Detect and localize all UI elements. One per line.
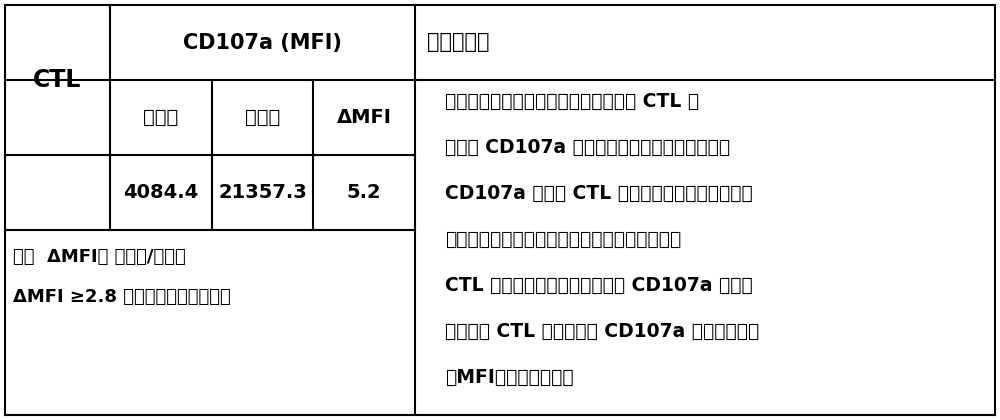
Text: 本实验通过流式细胞术检测送检样品中 CTL 细: 本实验通过流式细胞术检测送检样品中 CTL 细 — [445, 92, 699, 111]
Text: CD107a 分子在 CTL 细胞膜上的增加幅度可反映: CD107a 分子在 CTL 细胞膜上的增加幅度可反映 — [445, 184, 753, 203]
Text: 21357.3: 21357.3 — [218, 183, 307, 202]
Text: 此细胞是否存在脱颗粒功能的缺陷或异常。整个: 此细胞是否存在脱颗粒功能的缺陷或异常。整个 — [445, 230, 681, 249]
Text: ΔMFI: ΔMFI — [337, 108, 392, 127]
Text: （MFI）来表示结果。: （MFI）来表示结果。 — [445, 368, 574, 387]
Text: 因此，在 CTL 细胞中，以 CD107a 平均荧光强度: 因此，在 CTL 细胞中，以 CD107a 平均荧光强度 — [445, 322, 759, 341]
Text: CTL 细胞群体经刺激后均可表达 CD107a 分子，: CTL 细胞群体经刺激后均可表达 CD107a 分子， — [445, 276, 753, 295]
Text: 注：  ΔMFI＝ 刺激后/刺激前: 注： ΔMFI＝ 刺激后/刺激前 — [13, 248, 186, 266]
Text: 刺激后: 刺激后 — [245, 108, 280, 127]
Text: ΔMFI ≥2.8 提示脱颗粒功能正常。: ΔMFI ≥2.8 提示脱颗粒功能正常。 — [13, 288, 231, 306]
Text: 5.2: 5.2 — [347, 183, 381, 202]
Text: 刺激前: 刺激前 — [143, 108, 178, 127]
Text: 胞膜上 CD107a 分子的表达。送检样品经刺激后: 胞膜上 CD107a 分子的表达。送检样品经刺激后 — [445, 138, 730, 157]
Text: CD107a (MFI): CD107a (MFI) — [183, 32, 342, 52]
Text: 数据分析：: 数据分析： — [427, 32, 490, 52]
Text: 4084.4: 4084.4 — [123, 183, 198, 202]
Text: CTL: CTL — [33, 68, 82, 92]
